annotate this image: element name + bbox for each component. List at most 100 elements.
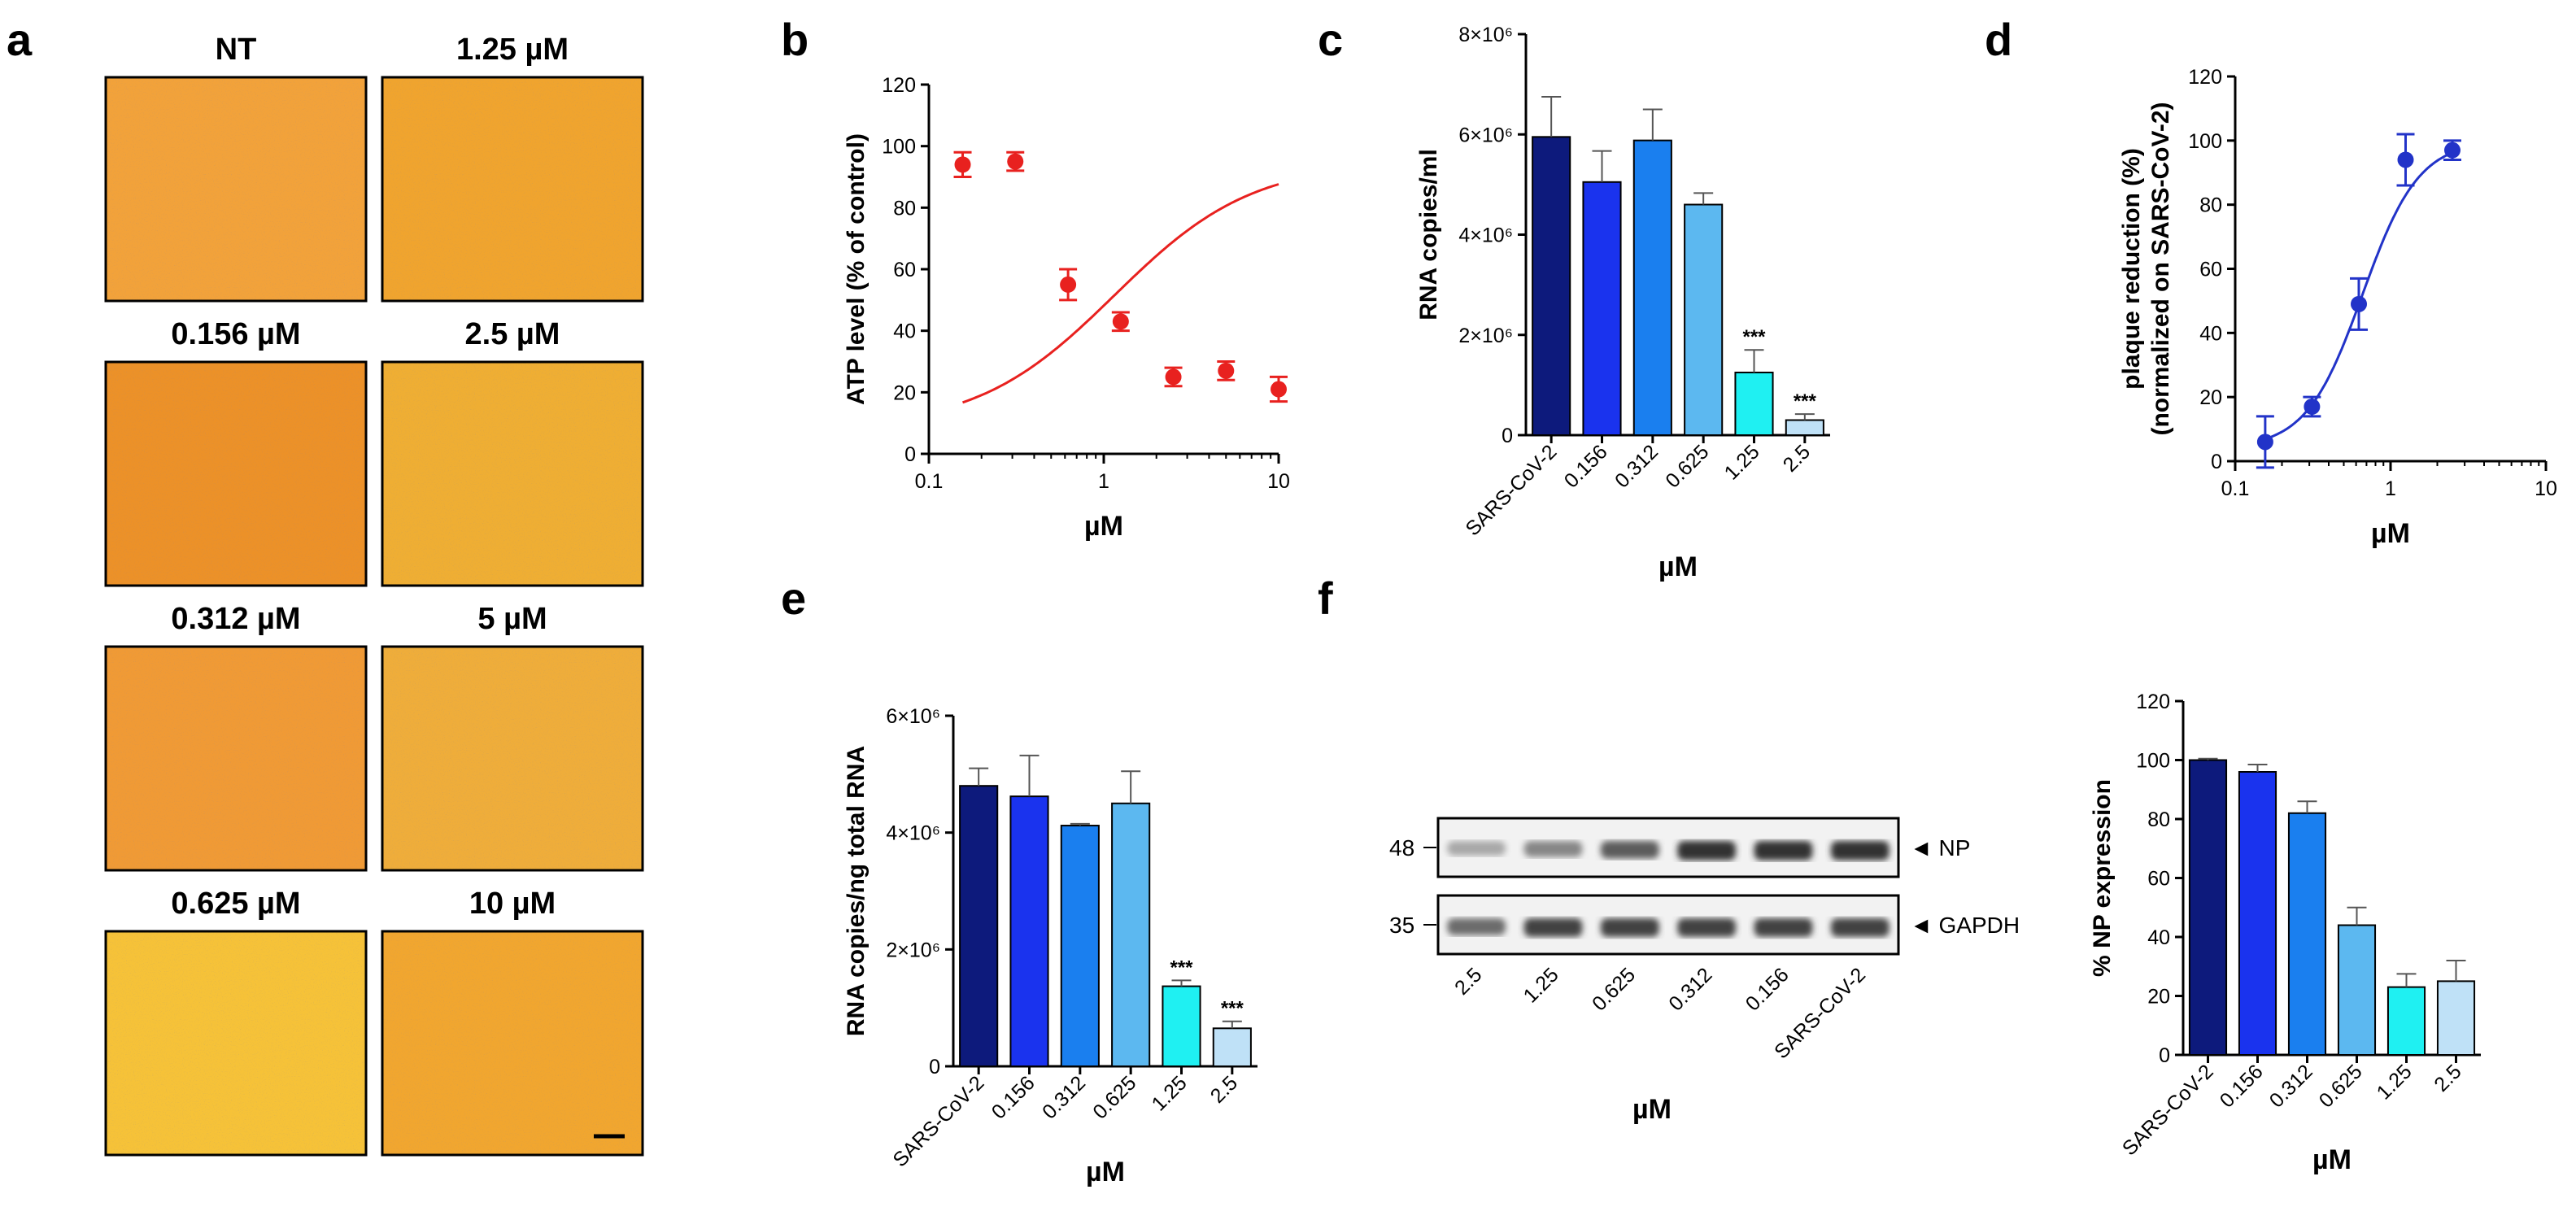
blot-band [1677, 918, 1737, 937]
lane-label: 0.312 [1664, 963, 1716, 1015]
y-tick-label: 120 [2188, 66, 2222, 89]
y-tick-label: 6×10⁶ [886, 705, 940, 728]
x-axis-title: µM [1084, 511, 1123, 542]
micrograph-cells [382, 931, 643, 1155]
y-tick-label: 20 [893, 381, 916, 404]
band-label: ◄ GAPDH [1910, 913, 2020, 938]
x-tick-label: 0.312 [2265, 1060, 2317, 1112]
y-tick-label: 0 [929, 1056, 940, 1078]
x-axis-title: µM [1086, 1157, 1125, 1187]
micrograph-cells [106, 362, 366, 586]
micrograph-cells [106, 77, 366, 301]
panel-label-f: f [1318, 573, 1333, 624]
y-tick-label: 20 [2147, 986, 2170, 1009]
y-tick-label: 60 [2147, 868, 2170, 891]
x-tick-label: 10 [1267, 470, 1290, 493]
bar [1734, 371, 1774, 436]
y-tick-label: 80 [893, 197, 916, 220]
micrograph-grid: NT 1.25 µM 0.156 µM 2.5 µM 0.312 µM 5 µM 0.625… [104, 33, 644, 1157]
micrograph-frame [381, 76, 644, 303]
x-tick-label: 0.1 [2221, 477, 2250, 500]
y-axis-title: plaque reduction (%) [2118, 148, 2145, 390]
data-point [2397, 151, 2414, 168]
micrograph-cells [106, 931, 366, 1155]
bar [2337, 924, 2377, 1056]
bar [1684, 203, 1724, 436]
bar [2238, 771, 2277, 1056]
x-tick-label: 2.5 [1206, 1071, 1242, 1107]
y-tick-label: 2×10⁶ [1458, 325, 1513, 347]
y-tick-label: 120 [2136, 691, 2170, 713]
x-tick-label: 0.156 [1560, 440, 1612, 492]
panel-label-c: c [1318, 14, 1343, 65]
micrograph-title: 10 µM [469, 887, 556, 921]
bar [2287, 812, 2327, 1056]
chart-atp-level: 0 20 40 60 80 100 120 0.1 1 10 ATP level (% of con… [843, 74, 1290, 542]
y-tick-label: 6×10⁶ [1458, 124, 1513, 146]
x-tick-label: 2.5 [1779, 440, 1815, 476]
bar [2386, 986, 2426, 1056]
significance-marker: *** [1170, 956, 1193, 978]
micrograph-title: NT [216, 33, 257, 67]
data-point [1165, 368, 1182, 386]
micrograph-frame [104, 76, 368, 303]
x-tick-label: SARS-CoV-2 [2118, 1060, 2218, 1160]
blot-band [1830, 841, 1890, 861]
significance-marker: *** [1221, 998, 1244, 1020]
y-tick-label: 0 [904, 443, 916, 466]
micrograph-cells [382, 77, 643, 301]
y-tick-label: 60 [2199, 259, 2222, 281]
data-point [1112, 313, 1129, 330]
micrograph-cells [382, 362, 643, 586]
x-tick-label: 0.156 [987, 1071, 1040, 1123]
y-axis-title: % NP expression [2089, 779, 2116, 977]
blot-band [1523, 841, 1583, 857]
y-tick-label: 120 [882, 74, 916, 97]
chart-rna-copies-ml: 0 2×10⁶ 4×10⁶ 6×10⁶ 8×10⁶ SARS-CoV-20.1560.31… [1415, 24, 1830, 582]
significance-marker: *** [1794, 390, 1817, 412]
x-axis-title: µM [2312, 1144, 2352, 1175]
x-tick-label: SARS-CoV-2 [888, 1071, 988, 1171]
bar [1162, 985, 1201, 1068]
data-point [1218, 362, 1235, 379]
x-tick-label: 10 [2535, 477, 2557, 500]
y-tick-label: 60 [893, 259, 916, 281]
x-axis-title: µM [2371, 518, 2410, 549]
blot-band [1754, 841, 1813, 861]
y-tick-label: 0 [1502, 425, 1513, 447]
data-point [954, 156, 971, 173]
micrograph-frame [381, 930, 644, 1157]
x-tick-label: 1 [2385, 477, 2396, 500]
x-tick-label: 0.1 [915, 470, 944, 493]
mw-marker: 48 [1389, 835, 1414, 861]
data-point [2256, 434, 2273, 451]
bar [1632, 139, 1672, 437]
blot-strip-np [1436, 817, 1900, 878]
x-tick-label: 1.25 [1148, 1071, 1192, 1115]
micrograph-title: 1.25 µM [456, 33, 569, 67]
band-label: ◄ NP [1910, 835, 1970, 861]
fit-curve [962, 183, 1279, 404]
y-tick-label: 4×10⁶ [1458, 224, 1513, 247]
blot-band [1600, 918, 1659, 937]
micrograph-cells [382, 647, 643, 870]
x-tick-label: 0.312 [1611, 440, 1663, 492]
data-point [1060, 276, 1077, 293]
bar [2436, 980, 2476, 1056]
micrograph-frame [381, 360, 644, 587]
x-axis-title: µM [1658, 551, 1698, 582]
y-tick-label: 40 [2147, 926, 2170, 949]
lane-label: 0.625 [1588, 963, 1640, 1015]
data-point [2304, 398, 2321, 415]
x-tick-label: SARS-CoV-2 [1461, 440, 1561, 540]
micrograph-title: 5 µM [477, 602, 547, 636]
y-axis-title: RNA copies/ml [1415, 149, 1442, 320]
y-axis-title: RNA copies/ng total RNA [843, 746, 870, 1036]
mw-marker: 35 [1389, 913, 1414, 938]
x-tick-label: 2.5 [2430, 1060, 2465, 1096]
bar [959, 785, 999, 1067]
bar [2188, 759, 2228, 1056]
lane-label: 0.156 [1741, 963, 1794, 1015]
bar [1582, 181, 1622, 436]
